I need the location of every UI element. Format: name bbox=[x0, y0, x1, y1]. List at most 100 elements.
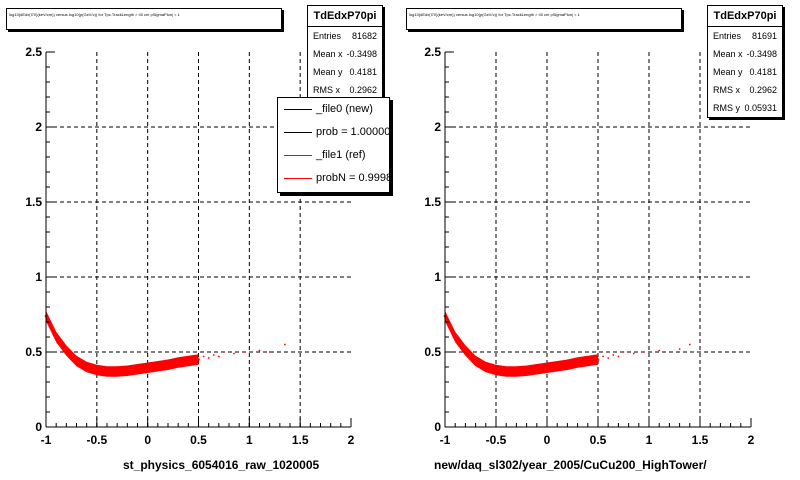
legend-entry-prob: prob = 1.000000 bbox=[278, 121, 389, 144]
left-plot-title: log10(dEdx(I70)(keV/cm)) versus log10(p(… bbox=[6, 8, 282, 30]
legend-line-icon bbox=[284, 109, 312, 110]
left-data-point bbox=[197, 358, 200, 361]
right-x-tick-label: 0 bbox=[544, 433, 551, 447]
left-data-point bbox=[233, 352, 235, 355]
stat-value: 0.2962 bbox=[749, 85, 777, 95]
stat-value: 81691 bbox=[751, 31, 777, 41]
left-plot-title-text: log10(dEdx(I70)(keV/cm)) versus log10(p(… bbox=[9, 12, 180, 17]
legend-line-icon bbox=[284, 132, 312, 133]
legend-line-icon bbox=[284, 178, 312, 179]
left-x-tick-label: -1 bbox=[41, 433, 52, 447]
left-y-tick-label: 1 bbox=[35, 270, 42, 284]
stat-label: Mean x bbox=[313, 49, 343, 59]
right-y-tick-label: 1.5 bbox=[424, 195, 441, 209]
right-stats-box[interactable]: TdEdxP70pi Entries 81691 Mean x -0.3498 Me… bbox=[707, 5, 783, 118]
legend-line-icon bbox=[284, 155, 312, 156]
left-x-tick-label: -0.5 bbox=[86, 433, 107, 447]
stat-value: 0.4181 bbox=[349, 67, 377, 77]
stat-value: 0.4181 bbox=[749, 67, 777, 77]
stat-value: -0.3498 bbox=[746, 49, 777, 59]
right-data-point bbox=[494, 368, 498, 372]
left-y-tick-label: 0 bbox=[35, 420, 42, 434]
left-data-point bbox=[166, 363, 170, 367]
right-x-tick-label: -0.5 bbox=[486, 433, 507, 447]
legend-label: prob = 1.000000 bbox=[316, 126, 390, 138]
left-data-point bbox=[105, 370, 109, 373]
right-data-band bbox=[445, 310, 598, 377]
right-y-tick-label: 0.5 bbox=[424, 345, 441, 359]
right-y-tick-label: 2.5 bbox=[424, 45, 441, 59]
legend-label: _file1 (ref) bbox=[316, 149, 366, 161]
stat-label: Mean x bbox=[713, 49, 743, 59]
right-stats-row: Mean x -0.3498 bbox=[708, 45, 782, 63]
left-x-tick-label: 1 bbox=[246, 433, 253, 447]
right-plot-area: -1 -0.5 0 0.5 1 1.5 2 0 0.5 1 1.5 2 2.5 bbox=[424, 45, 754, 447]
left-data-band bbox=[46, 310, 199, 377]
left-data-point bbox=[75, 359, 78, 363]
right-data-point bbox=[586, 359, 590, 363]
stat-value: -0.3498 bbox=[346, 49, 377, 59]
right-data-point bbox=[622, 351, 625, 353]
left-data-point bbox=[187, 359, 190, 363]
right-data-point bbox=[484, 365, 488, 369]
left-data-point bbox=[217, 355, 220, 358]
left-legend-box[interactable]: _file0 (new) prob = 1.000000 _file1 (ref… bbox=[277, 97, 390, 193]
legend-entry-probn: probN = 0.99984 bbox=[278, 167, 389, 190]
right-x-tick-label: 2 bbox=[748, 433, 755, 447]
left-footer-label: st_physics_6054016_raw_1020005 bbox=[123, 458, 320, 472]
left-data-point bbox=[176, 361, 180, 364]
left-x-tick-label: 2 bbox=[348, 433, 355, 447]
legend-label: _file0 (new) bbox=[316, 103, 373, 115]
right-data-point bbox=[535, 367, 539, 371]
left-stats-row: RMS x 0.2962 bbox=[308, 81, 382, 99]
right-stats-row: RMS y 0.05931 bbox=[708, 99, 782, 117]
left-y-tick-label: 0.5 bbox=[25, 345, 42, 359]
right-x-tick-label: 1.5 bbox=[692, 433, 709, 447]
left-data-point bbox=[126, 369, 129, 373]
left-data-point bbox=[146, 366, 149, 370]
left-data-point bbox=[284, 343, 286, 346]
left-y-tick-label: 2.5 bbox=[25, 45, 42, 59]
left-stats-row: Mean x -0.3498 bbox=[308, 45, 382, 63]
right-y-tick-label: 1 bbox=[434, 270, 441, 284]
right-y-tick-label: 0 bbox=[434, 420, 441, 434]
right-footer-label: new/daq_sl302/year_2005/CuCu200_HighTowe… bbox=[434, 458, 707, 472]
stat-label: Entries bbox=[313, 31, 342, 41]
left-data-point bbox=[95, 368, 99, 372]
stat-label: RMS x bbox=[713, 85, 740, 95]
right-x-tick-label: -1 bbox=[440, 433, 451, 447]
right-stats-row: Mean y 0.4181 bbox=[708, 63, 782, 81]
right-data-point bbox=[525, 369, 528, 373]
right-data-point bbox=[504, 370, 508, 373]
right-data-point bbox=[612, 354, 615, 356]
left-data-point bbox=[223, 351, 225, 353]
left-data-point bbox=[258, 349, 261, 352]
left-data-point bbox=[207, 357, 210, 359]
left-stats-box[interactable]: TdEdxP70pi Entries 81682 Mean x -0.3498 Me… bbox=[307, 5, 383, 100]
right-data-point bbox=[607, 357, 610, 359]
right-data-point bbox=[688, 343, 691, 346]
right-data-point bbox=[464, 349, 467, 352]
left-plot-area: -1 -0.5 0 0.5 1 1.5 2 0 0.5 1 1.5 2 2.5 bbox=[25, 45, 354, 447]
legend-entry-file0: _file0 (new) bbox=[278, 98, 389, 121]
right-plot-title: log10(dEdx(I70)(keV/cm)) versus log10(p(… bbox=[406, 8, 682, 30]
left-data-point bbox=[212, 354, 215, 356]
left-stats-name: TdEdxP70pi bbox=[308, 6, 382, 27]
left-data-point bbox=[65, 349, 68, 352]
right-data-point bbox=[566, 363, 569, 367]
left-x-tick-label: 0.5 bbox=[190, 433, 207, 447]
stat-label: Mean y bbox=[313, 67, 343, 77]
stat-label: Entries bbox=[713, 31, 742, 41]
left-data-point bbox=[268, 351, 271, 353]
left-y-tick-label: 2 bbox=[35, 120, 42, 134]
left-x-tick-label: 0 bbox=[144, 433, 151, 447]
right-data-point bbox=[617, 355, 620, 358]
left-stats-row: Mean y 0.4181 bbox=[308, 63, 382, 81]
right-data-point bbox=[596, 358, 600, 361]
legend-label: probN = 0.99984 bbox=[316, 172, 389, 184]
left-data-point bbox=[54, 335, 58, 339]
stat-label: RMS x bbox=[313, 85, 340, 95]
stat-value: 0.05931 bbox=[744, 103, 777, 113]
right-stats-row: Entries 81691 bbox=[708, 27, 782, 45]
